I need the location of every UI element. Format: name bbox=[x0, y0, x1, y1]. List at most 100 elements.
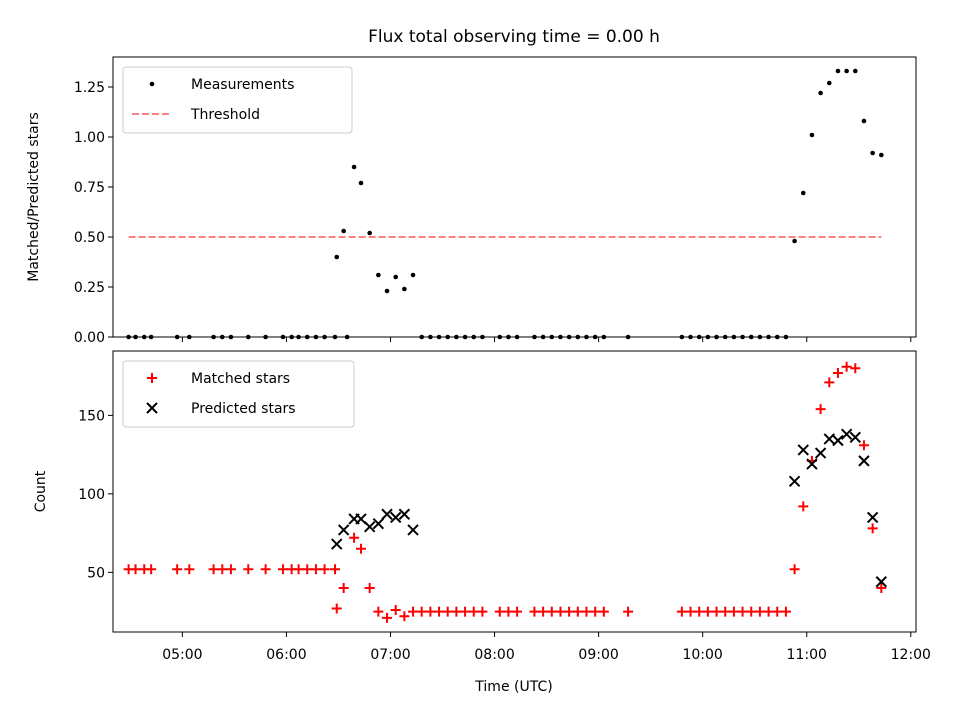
data-point bbox=[410, 272, 416, 278]
data-point bbox=[399, 611, 410, 622]
data-point bbox=[334, 254, 340, 260]
data-point bbox=[372, 517, 385, 530]
data-point bbox=[720, 606, 731, 617]
data-point bbox=[623, 606, 634, 617]
x-axis-label: Time (UTC) bbox=[474, 679, 552, 695]
data-point bbox=[824, 377, 835, 388]
x-tick-label: 08:00 bbox=[474, 647, 514, 663]
data-point bbox=[367, 230, 372, 236]
data-point bbox=[711, 606, 722, 617]
data-point bbox=[546, 606, 557, 617]
data-point bbox=[564, 606, 575, 617]
data-point bbox=[806, 458, 818, 470]
bottom-plot: 50 100 150 05:00 06:00 07:00 08:00 09:00 10:00 11… bbox=[33, 350, 931, 663]
data-point bbox=[867, 523, 878, 534]
data-point bbox=[416, 606, 427, 617]
data-point bbox=[815, 404, 826, 415]
data-point bbox=[373, 606, 384, 617]
data-point bbox=[858, 440, 869, 451]
data-point bbox=[754, 606, 765, 617]
data-point bbox=[852, 68, 858, 74]
x-tick-label: 12:00 bbox=[891, 647, 931, 663]
y-tick-label: 1.00 bbox=[74, 130, 105, 146]
data-point bbox=[798, 501, 809, 512]
data-point bbox=[746, 606, 757, 617]
plot-frame bbox=[112, 56, 917, 338]
data-point bbox=[792, 238, 797, 244]
data-point bbox=[349, 532, 360, 543]
series-measurements bbox=[126, 68, 884, 340]
data-point bbox=[468, 606, 479, 617]
data-point bbox=[788, 475, 801, 488]
data-point bbox=[849, 431, 862, 444]
data-point bbox=[850, 363, 861, 374]
legend-label: Measurements bbox=[191, 77, 294, 93]
data-point bbox=[844, 68, 849, 74]
data-point bbox=[460, 606, 471, 617]
data-point bbox=[870, 150, 875, 156]
data-point bbox=[381, 508, 393, 520]
y-tick-label: 50 bbox=[87, 565, 105, 581]
data-point bbox=[302, 564, 313, 575]
data-point bbox=[425, 606, 436, 617]
data-point bbox=[789, 564, 800, 575]
data-point bbox=[702, 606, 713, 617]
x-tick-label: 10:00 bbox=[682, 647, 722, 663]
data-point bbox=[772, 606, 783, 617]
data-point bbox=[590, 606, 601, 617]
legend: Measurements Threshold bbox=[122, 66, 353, 134]
data-point bbox=[685, 606, 696, 617]
data-point bbox=[407, 524, 419, 536]
top-plot: 0.00 0.25 0.50 0.75 1.00 1.25 Matched/Predicte… bbox=[26, 56, 917, 346]
y-tick-label: 0.50 bbox=[74, 230, 105, 246]
data-point bbox=[319, 564, 330, 575]
data-point bbox=[763, 606, 774, 617]
legend-box bbox=[122, 66, 353, 134]
series-matched-stars bbox=[123, 361, 887, 623]
data-point bbox=[529, 606, 540, 617]
data-point bbox=[737, 606, 748, 617]
y-axis-label: Matched/Predicted stars bbox=[26, 112, 42, 282]
data-point bbox=[434, 606, 445, 617]
legend-label: Predicted stars bbox=[191, 401, 296, 417]
data-point bbox=[393, 274, 398, 280]
legend-swatch bbox=[149, 81, 155, 87]
x-tick-label: 05:00 bbox=[162, 647, 202, 663]
data-point bbox=[225, 564, 236, 575]
data-point bbox=[858, 455, 870, 467]
data-point bbox=[879, 152, 884, 158]
data-point bbox=[840, 428, 853, 440]
data-point bbox=[184, 564, 195, 575]
data-point bbox=[823, 433, 835, 445]
y-tick-label: 0.75 bbox=[74, 180, 105, 196]
data-point bbox=[800, 190, 806, 196]
data-point bbox=[331, 603, 342, 614]
data-point bbox=[832, 367, 843, 378]
data-point bbox=[329, 564, 340, 575]
data-point bbox=[338, 583, 349, 594]
data-point bbox=[512, 606, 523, 617]
legend-label: Threshold bbox=[190, 107, 260, 123]
y-tick-label: 100 bbox=[78, 487, 105, 503]
data-point bbox=[841, 361, 852, 372]
plot-frame bbox=[112, 350, 917, 633]
data-point bbox=[243, 564, 254, 575]
data-point bbox=[130, 564, 141, 575]
x-tick-label: 07:00 bbox=[370, 647, 410, 663]
data-point bbox=[384, 288, 390, 294]
data-point bbox=[494, 606, 505, 617]
data-point bbox=[694, 606, 705, 617]
data-point bbox=[598, 606, 609, 617]
legend-box bbox=[122, 360, 355, 428]
data-point bbox=[277, 564, 288, 575]
x-tick-label: 06:00 bbox=[266, 647, 306, 663]
data-point bbox=[451, 606, 462, 617]
data-point bbox=[572, 606, 583, 617]
data-point bbox=[390, 605, 401, 616]
data-point bbox=[818, 90, 823, 96]
data-point bbox=[358, 180, 364, 186]
y-tick-label: 0.00 bbox=[74, 330, 105, 346]
data-point bbox=[146, 564, 157, 575]
data-point bbox=[217, 564, 228, 575]
